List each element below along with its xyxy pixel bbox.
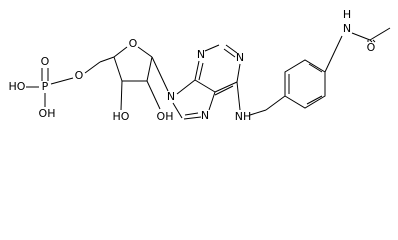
- atom-label: OH: [157, 110, 174, 123]
- atom-label: NH: [235, 110, 252, 123]
- atom-label: O: [367, 41, 376, 54]
- atom-label: P: [42, 80, 49, 93]
- atom-label: HO: [113, 110, 130, 123]
- atom-label: N: [201, 109, 209, 122]
- atom-label: H: [343, 8, 351, 21]
- atom-label: OH: [39, 107, 56, 120]
- atom-label: HO: [9, 80, 26, 93]
- atom-label: O: [129, 37, 138, 50]
- bonds: [26, 27, 391, 120]
- atom-label: N: [197, 48, 205, 61]
- atom-label: N: [167, 90, 175, 103]
- atom-label: N: [343, 22, 351, 35]
- atom-label: O: [75, 69, 84, 82]
- atom-labels: O HO P OH O O HO OH N N N N NH H N O: [9, 8, 376, 123]
- atom-label: N: [236, 51, 244, 64]
- molecule-diagram: O HO P OH O O HO OH N N N N NH H N O: [9, 8, 391, 123]
- atom-label: O: [41, 55, 50, 68]
